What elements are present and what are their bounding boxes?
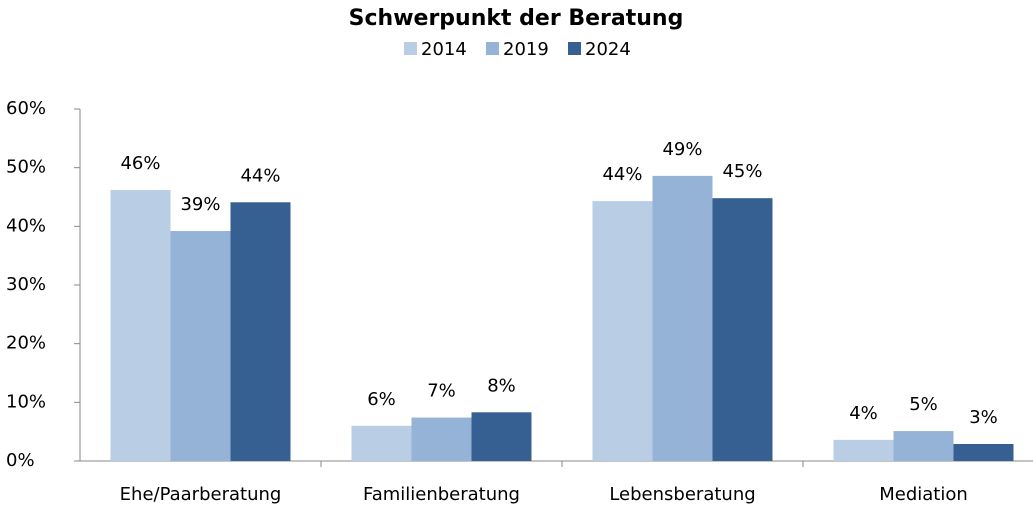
value-label: 49% <box>662 139 702 160</box>
chart-title: Schwerpunkt der Beratung <box>349 6 684 31</box>
bar <box>652 175 713 461</box>
legend-label: 2024 <box>585 39 631 60</box>
bar <box>953 443 1014 461</box>
legend-swatch <box>486 42 499 55</box>
value-label: 44% <box>602 164 642 185</box>
bar <box>471 412 532 461</box>
value-label: 46% <box>120 153 160 174</box>
value-label: 4% <box>849 403 878 424</box>
value-label: 44% <box>240 165 280 186</box>
value-label: 45% <box>722 161 762 182</box>
value-label: 3% <box>969 407 998 428</box>
y-tick-label: 10% <box>6 391 46 412</box>
legend-swatch <box>404 42 417 55</box>
bar <box>110 189 171 461</box>
bar <box>170 231 231 461</box>
value-label: 7% <box>427 381 456 402</box>
x-tick-label: Mediation <box>879 484 968 505</box>
bar <box>712 198 773 461</box>
x-tick-label: Lebensberatung <box>609 484 755 505</box>
bar <box>893 431 954 461</box>
legend-swatch <box>568 42 581 55</box>
value-label: 8% <box>487 375 516 396</box>
y-tick-label: 30% <box>6 274 46 295</box>
y-tick-label: 20% <box>6 333 46 354</box>
bar <box>411 417 472 461</box>
legend-label: 2014 <box>421 39 467 60</box>
x-tick-label: Ehe/Paarberatung <box>120 484 282 505</box>
y-tick-label: 60% <box>6 98 46 119</box>
x-tick-label: Familienberatung <box>363 484 520 505</box>
value-label: 5% <box>909 394 938 415</box>
legend-label: 2019 <box>503 39 549 60</box>
bar <box>592 201 653 461</box>
value-label: 6% <box>367 389 396 410</box>
y-tick-label: 50% <box>6 157 46 178</box>
bar <box>230 202 291 461</box>
y-tick-label: 40% <box>6 215 46 236</box>
bar <box>833 439 894 461</box>
value-label: 39% <box>180 194 220 215</box>
y-tick-label: 0% <box>6 450 35 471</box>
bar <box>351 425 412 461</box>
